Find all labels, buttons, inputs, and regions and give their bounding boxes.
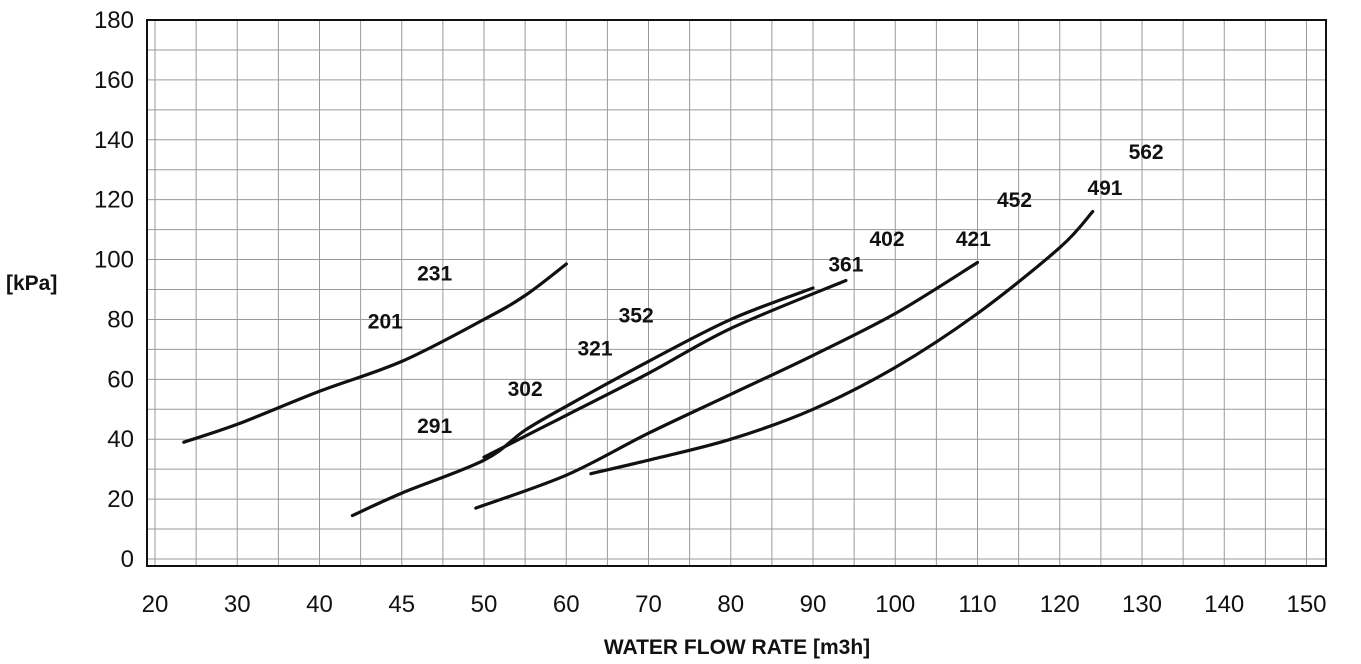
x-tick-label: 50 [471,591,498,618]
curve-series-5 [589,210,1095,476]
curves [182,210,1095,518]
x-tick-label: 100 [875,591,915,618]
x-tick-label: 140 [1204,591,1244,618]
y-tick-label: 0 [121,546,134,573]
model-label: 402 [870,228,905,251]
y-tick-label: 60 [107,366,134,393]
model-label: 352 [619,304,654,327]
x-tick-label: 70 [635,591,662,618]
x-tick-label: 60 [553,591,580,618]
x-tick-label: 90 [800,591,827,618]
x-tick-label: 150 [1286,591,1326,618]
model-labels: 201 231 291 302 321 352 361 402 421 452 491 562 [368,141,1164,438]
y-tick-labels: 0 20 40 60 80 100 120 140 160 180 [94,7,134,573]
y-tick-label: 120 [94,187,134,214]
y-axis-title: [kPa] [6,272,57,295]
y-tick-label: 140 [94,127,134,154]
x-tick-label: 120 [1040,591,1080,618]
y-tick-label: 180 [94,7,134,34]
x-tick-label: 40 [306,591,333,618]
model-label: 361 [828,254,863,277]
curve-series-2 [350,286,815,518]
x-tick-label: 30 [224,591,251,618]
y-tick-label: 80 [107,306,134,333]
curve-series-1 [182,262,568,444]
plot-frame [146,19,1327,567]
model-label: 452 [997,189,1032,212]
x-tick-label: 20 [142,591,169,618]
y-tick-label: 160 [94,67,134,94]
curve-series-3 [482,278,848,459]
curve-series-4 [474,260,980,510]
model-label: 201 [368,310,403,333]
x-tick-label: 110 [958,591,996,618]
x-tick-label: 45 [388,591,415,618]
model-label: 291 [417,415,452,438]
y-tick-label: 100 [94,247,134,274]
model-label: 491 [1087,177,1122,200]
model-label: 321 [578,337,613,360]
x-tick-label: 130 [1122,591,1162,618]
y-tick-label: 40 [107,426,134,453]
model-label: 231 [417,263,452,286]
x-axis-title: WATER FLOW RATE [m3h] [604,636,870,659]
y-tick-label: 20 [107,486,134,513]
grid [147,20,1326,566]
model-label: 421 [956,228,991,251]
x-tick-labels: 20 30 40 45 50 60 70 80 90 100 110 120 130 140 150 [142,591,1327,618]
x-tick-label: 80 [717,591,744,618]
model-label: 302 [508,378,543,401]
model-label: 562 [1129,141,1164,164]
